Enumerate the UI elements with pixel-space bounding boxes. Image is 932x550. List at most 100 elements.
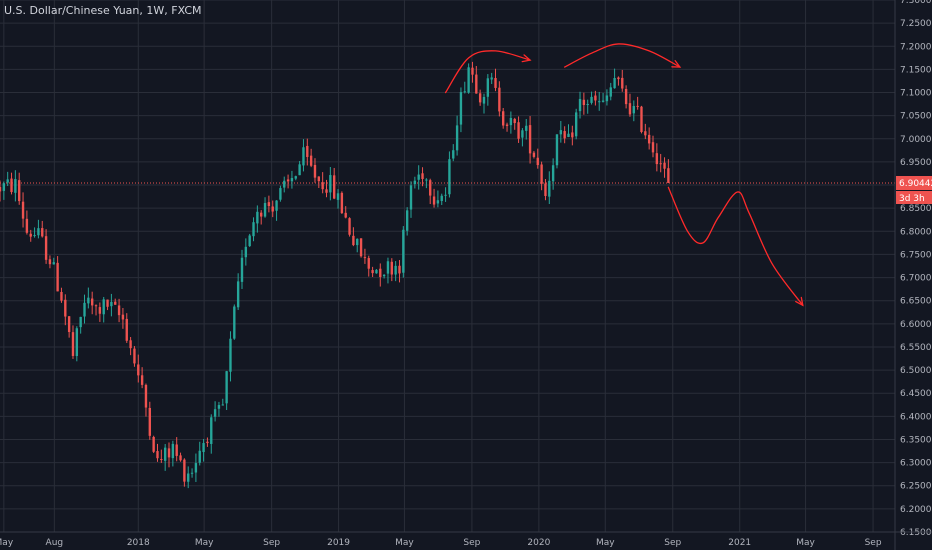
candle-body [402, 229, 405, 273]
candle-body [640, 106, 643, 133]
candlesticks [0, 61, 670, 489]
candle-body [509, 117, 513, 126]
candle-body [206, 441, 209, 444]
candle-body [294, 176, 297, 179]
candle-body [102, 299, 105, 315]
candle-body [52, 262, 55, 265]
candle-body [548, 180, 551, 197]
candle-body [117, 305, 121, 316]
candle-body [87, 297, 90, 304]
candle-body [133, 348, 136, 364]
candle-body [156, 451, 159, 459]
candle-body [340, 192, 344, 214]
time-axis[interactable]: May Aug 2018 May Sep 2019 May Sep 2020 May Sep 2021… [0, 531, 932, 548]
candle-body [348, 218, 351, 235]
candle-body [432, 196, 436, 205]
candle-body [574, 112, 578, 137]
candle-body [67, 316, 71, 333]
candle-body [463, 91, 466, 93]
candle-body [490, 77, 493, 80]
candle-body [187, 473, 190, 482]
candle-body [248, 235, 251, 247]
candle-body [2, 183, 6, 191]
price-tick-label: 6.35000 [900, 435, 932, 445]
candle-body [148, 407, 151, 436]
candle-body [344, 212, 347, 218]
candle-body [532, 152, 536, 157]
candle-body [275, 200, 278, 211]
time-tick-label: Sep [865, 538, 882, 548]
price-tick-label: 7.10000 [900, 89, 932, 99]
candle-body [175, 444, 178, 456]
countdown-box [896, 190, 932, 204]
price-tick-label: 7.20000 [900, 42, 932, 52]
candle-body [129, 340, 132, 349]
candle-body [417, 174, 420, 180]
price-axis[interactable]: 7.30000 7.25000 7.20000 7.15000 7.10000 7.050… [894, 0, 932, 550]
candle-body [425, 179, 428, 181]
candle-body [536, 157, 539, 166]
candle-body [106, 299, 109, 307]
candle-body [225, 371, 228, 404]
candle-body [302, 147, 305, 166]
candle-body [298, 164, 301, 176]
candle-body [598, 101, 601, 103]
candle-body [190, 472, 194, 474]
candle-body [221, 404, 224, 406]
price-tick-label: 7.00000 [900, 135, 932, 145]
candle-body [71, 332, 75, 356]
candle-body [75, 328, 79, 357]
candle-body [110, 301, 113, 307]
candle-body [405, 210, 409, 231]
candle-body [621, 77, 624, 89]
candle-body [25, 218, 29, 233]
candle-body [152, 436, 155, 452]
candle-body [559, 130, 563, 135]
current-price-box [896, 175, 932, 190]
price-tick-label: 7.15000 [900, 65, 932, 75]
candle-body [440, 195, 443, 202]
candle-body [609, 87, 612, 97]
candle-body [0, 186, 2, 192]
candle-body [390, 261, 393, 275]
candle-body [33, 235, 36, 237]
candle-body [555, 134, 559, 166]
price-tick-label: 6.70000 [900, 274, 932, 284]
candle-body [167, 448, 171, 458]
candle-body [482, 97, 486, 104]
candle-body [521, 130, 524, 138]
time-tick-label: May [0, 538, 14, 548]
candle-body [371, 270, 374, 274]
candle-body [179, 455, 182, 461]
candle-body [317, 176, 321, 182]
candle-body [632, 105, 635, 114]
candle-body [144, 384, 148, 408]
candle-body [6, 179, 9, 183]
time-tick-label: May [596, 538, 615, 548]
candle-body [655, 153, 659, 165]
candle-body [517, 122, 520, 139]
price-tick-label: 7.30000 [900, 0, 932, 6]
candle-body [498, 87, 501, 112]
candle-body [586, 103, 589, 105]
candle-body [48, 259, 52, 265]
candle-body [398, 265, 401, 274]
candle-body [436, 200, 440, 204]
candle-body [217, 405, 221, 409]
candle-body [252, 222, 255, 237]
candle-body [313, 164, 317, 178]
candle-body [125, 318, 128, 341]
candle-body [114, 301, 117, 305]
candle-body [452, 150, 455, 159]
candle-body [382, 274, 386, 277]
price-tick-label: 6.40000 [900, 412, 932, 422]
candle-body [567, 133, 570, 137]
candle-body [236, 281, 240, 308]
candle-body [551, 165, 555, 182]
price-tick-label: 7.05000 [900, 112, 932, 122]
annotation-arrow-head [671, 59, 682, 68]
chart-title: U.S. Dollar/Chinese Yuan, 1W, FXCM [4, 4, 202, 17]
candle-body [98, 307, 102, 314]
candle-body [647, 134, 651, 144]
